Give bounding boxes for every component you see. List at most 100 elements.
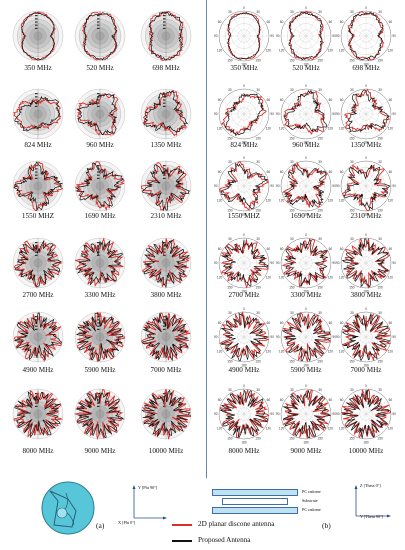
- angle-tick-label: 60: [340, 321, 344, 325]
- angle-tick-label: 60: [267, 321, 271, 325]
- angle-tick-label: 30: [290, 388, 294, 392]
- angle-tick-label: 30: [290, 311, 294, 315]
- planar-discone-trace: [282, 312, 331, 362]
- angle-tick-label: 150: [289, 59, 295, 63]
- angle-tick-label: 30: [378, 388, 382, 392]
- angle-tick-label: 180: [241, 363, 247, 367]
- angle-tick-label: 60: [218, 170, 222, 174]
- bottom-radome-layer: [212, 507, 298, 514]
- right-frequency-label: 4900 MHz: [228, 366, 260, 374]
- angle-tick-label: 90: [336, 261, 340, 265]
- left-polar-plot: [74, 160, 126, 212]
- angle-tick-label: 150: [349, 209, 355, 213]
- proposed-antenna-trace: [76, 240, 123, 286]
- angle-tick-label: 180: [363, 289, 369, 293]
- proposed-antenna-trace: [75, 162, 124, 207]
- angle-tick-label: 180: [241, 140, 247, 144]
- right-polar-plot: 0 30 60 90 120 150 180 150 120 90 60 30: [276, 156, 336, 216]
- angle-tick-label: 120: [388, 349, 394, 353]
- angle-tick-label: 90: [332, 412, 336, 416]
- angle-tick-label: 0: [243, 84, 245, 88]
- angle-tick-label: 90: [392, 112, 396, 116]
- right-polar-plot: 0 30 60 90 120 150 180 150 120 90 60 30: [214, 384, 274, 444]
- left-frequency-label: 824 MHz: [24, 141, 52, 149]
- left-frequency-label: 698 MHz: [152, 64, 180, 72]
- proposed-antenna-trace: [283, 89, 328, 132]
- left-polar-plot: [140, 88, 192, 140]
- angle-tick-label: 120: [388, 48, 394, 52]
- angle-tick-label: 180: [241, 212, 247, 216]
- right-polar-plot: 0 30 60 90 120 150 180 150 120 90 60 30: [276, 6, 336, 66]
- angle-tick-label: 120: [328, 198, 334, 202]
- left-frequency-label: 9000 MHz: [84, 447, 116, 455]
- planar-discone-trace: [218, 310, 270, 360]
- right-polar-plot: 0 30 60 90 120 150 180 150 120 90 60 30: [214, 156, 274, 216]
- right-frequency-label: 350 MHz: [230, 64, 258, 72]
- angle-tick-label: 90: [214, 112, 218, 116]
- legend-line-red: [172, 524, 192, 526]
- left-frequency-label: 3800 MHz: [150, 291, 182, 299]
- proposed-antenna-trace: [341, 238, 389, 288]
- angle-tick-label: 30: [378, 311, 382, 315]
- angle-tick-label: 60: [340, 20, 344, 24]
- left-frequency-label: 7000 MHz: [150, 366, 182, 374]
- planar-discone-trace: [281, 161, 328, 208]
- angle-tick-label: 0: [365, 6, 367, 10]
- angle-tick-label: 120: [339, 426, 345, 430]
- angle-tick-label: 120: [217, 126, 223, 130]
- angle-tick-label: 150: [227, 286, 233, 290]
- proposed-antenna-trace: [148, 11, 183, 61]
- angle-tick-label: 60: [267, 398, 271, 402]
- right-frequency-label: 1690 MHz: [290, 212, 322, 220]
- angle-tick-label: 30: [228, 88, 232, 92]
- angle-tick-label: 0: [305, 6, 307, 10]
- angle-tick-label: 30: [256, 388, 260, 392]
- angle-tick-label: 150: [377, 360, 383, 364]
- angle-tick-label: 60: [280, 321, 284, 325]
- angle-tick-label: 90: [270, 335, 274, 339]
- angle-tick-label: 120: [339, 275, 345, 279]
- angle-tick-label: 150: [377, 137, 383, 141]
- angle-tick-label: 180: [241, 289, 247, 293]
- left-frequency-label: 8000 MHz: [22, 447, 54, 455]
- angle-tick-label: 120: [217, 198, 223, 202]
- right-polar-plot: 0 30 60 90 120 150 180 150 120 90 60 30: [336, 84, 396, 144]
- angle-tick-label: 120: [217, 426, 223, 430]
- angle-tick-label: 150: [227, 360, 233, 364]
- angle-tick-label: 30: [228, 237, 232, 241]
- angle-tick-label: 120: [266, 426, 272, 430]
- angle-tick-label: 150: [289, 209, 295, 213]
- planar-discone-trace: [13, 389, 64, 438]
- left-panel-label: (a): [96, 521, 105, 530]
- angle-tick-label: 150: [317, 209, 323, 213]
- angle-tick-label: 60: [267, 247, 271, 251]
- left-polar-plot: [74, 88, 126, 140]
- angle-tick-label: 60: [329, 98, 333, 102]
- left-polar-plot: [140, 10, 192, 62]
- angle-tick-label: 120: [217, 349, 223, 353]
- angle-tick-label: 60: [267, 170, 271, 174]
- angle-tick-label: 60: [280, 20, 284, 24]
- planar-discone-trace: [141, 312, 191, 361]
- angle-tick-label: 90: [214, 412, 218, 416]
- angle-tick-label: 150: [317, 286, 323, 290]
- proposed-antenna-trace: [341, 389, 390, 439]
- proposed-antenna-trace: [341, 313, 391, 362]
- angle-tick-label: 30: [256, 10, 260, 14]
- left-frequency-label: 1350 MHz: [150, 141, 182, 149]
- right-frequency-label: 824 MHz: [230, 141, 258, 149]
- angle-tick-label: 60: [389, 247, 393, 251]
- angle-tick-label: 90: [392, 184, 396, 188]
- angle-tick-label: 30: [378, 237, 382, 241]
- left-polar-plot: [140, 311, 192, 363]
- right-frequency-label: 8000 MHz: [228, 447, 260, 455]
- angle-tick-label: 90: [276, 34, 280, 38]
- proposed-antenna-trace: [14, 240, 62, 288]
- proposed-antenna-trace: [75, 392, 125, 438]
- proposed-antenna-trace: [288, 11, 323, 61]
- angle-tick-label: 180: [303, 440, 309, 444]
- layer-label-bottom: PC radome: [302, 507, 321, 512]
- angle-tick-label: 150: [255, 286, 261, 290]
- angle-tick-label: 150: [349, 137, 355, 141]
- angle-tick-label: 0: [243, 6, 245, 10]
